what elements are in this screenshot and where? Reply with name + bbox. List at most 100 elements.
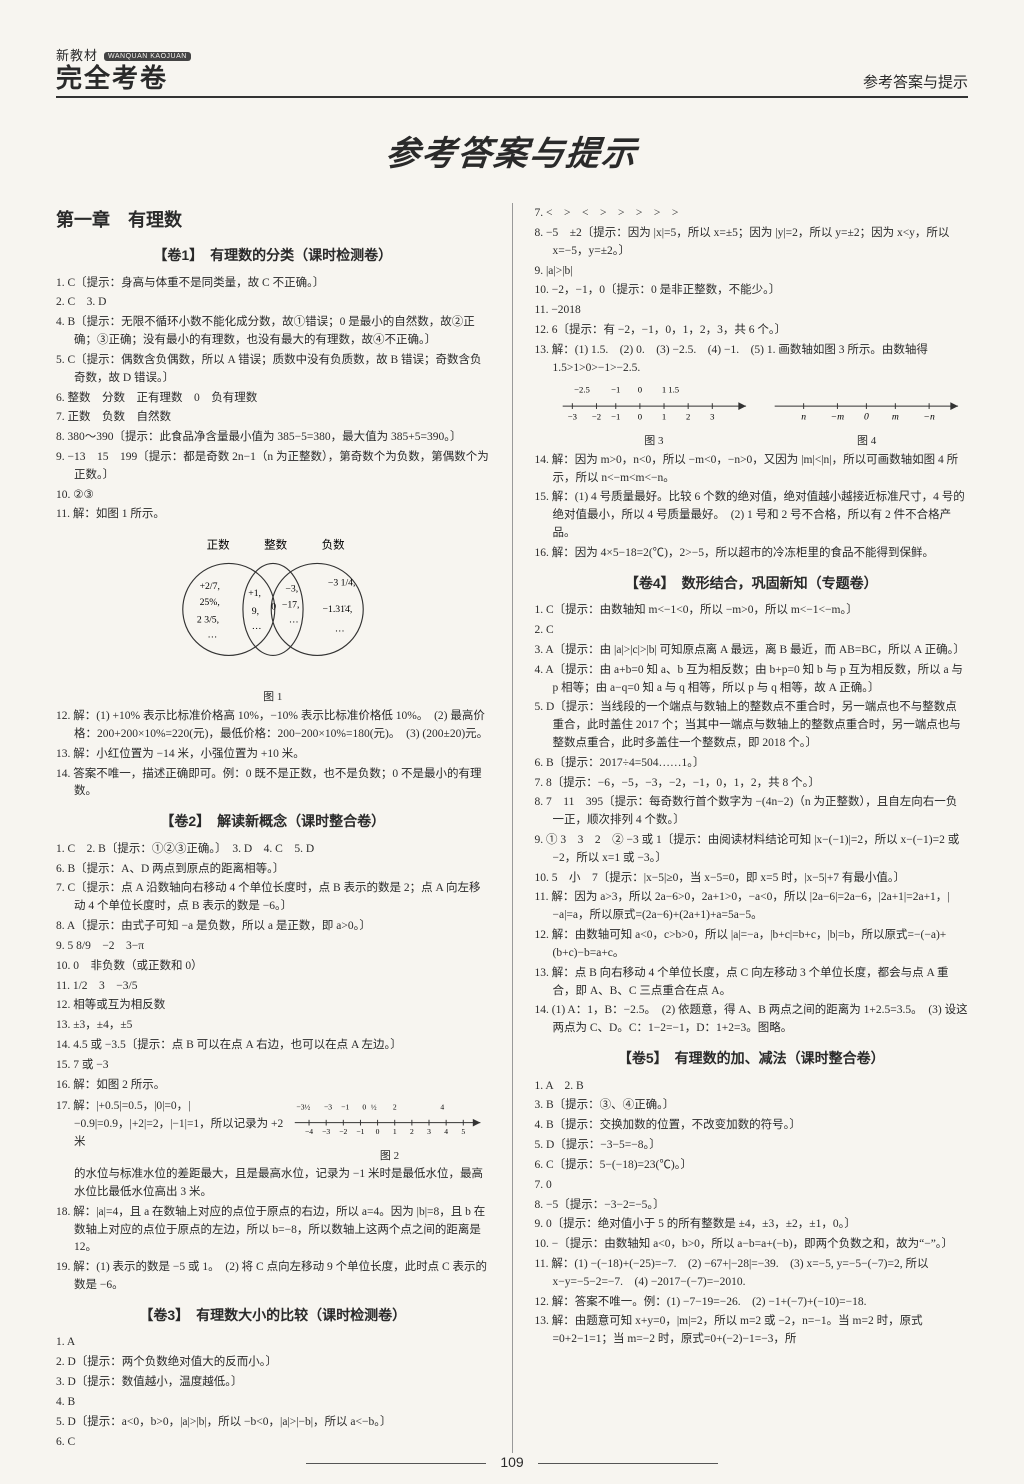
s4-item: 10. 5 小 7〔提示：|x−5|≥0，当 x−5=0，即 x=5 时，|x−… <box>535 870 969 888</box>
s5-item: 13. 解：由题意可知 x+y=0，|m|=2，所以 m=2 或 −2，n=−1… <box>535 1313 969 1349</box>
s3-item: 5. D〔提示：a<0，b>0，|a|>|b|，所以 −b<0，|a|>|−b|… <box>56 1414 490 1432</box>
s1-item: 14. 答案不唯一，描述正确即可。例：0 既不是正数，也不是负数；0 不是最小的… <box>56 766 490 802</box>
s2-item: 14. 4.5 或 −3.5〔提示：点 B 可以在点 A 右边，也可以在点 A … <box>56 1037 490 1055</box>
s2-item: 6. B〔提示：A、D 两点到原点的距离相等。〕 <box>56 861 490 879</box>
numberline-fig2: −3½−3 −10 ½2 4 −4−3 −2−1 01 23 45 <box>290 1096 490 1165</box>
s5-item: 6. C〔提示：5−(−18)=23(℃)。〕 <box>535 1157 969 1175</box>
s4-item: 14. (1) A：1，B：−2.5。 (2) 依题意，得 A、B 两点之间的距… <box>535 1002 969 1038</box>
svg-text:−4: −4 <box>304 1127 312 1136</box>
s3-item: 3. D〔提示：数值越小，温度越低。〕 <box>56 1374 490 1392</box>
s2-item: 16. 解：如图 2 所示。 <box>56 1077 490 1095</box>
svg-text:1: 1 <box>661 385 665 395</box>
svg-text:n: n <box>801 412 806 423</box>
r-item: 13. 解：(1) 1.5. (2) 0. (3) −2.5. (4) −1. … <box>535 342 969 378</box>
s2-item: 15. 7 或 −3 <box>56 1057 490 1075</box>
right-column: 7. < > < > > > > > 8. −5 ±2〔提示：因为 |x|=5，… <box>535 203 969 1453</box>
svg-text:…: … <box>335 624 345 635</box>
s1-item: 6. 整数 分数 正有理数 0 负有理数 <box>56 390 490 408</box>
figure3-caption: 图 3 <box>553 433 756 450</box>
s2-item: 19. 解：(1) 表示的数是 −5 或 1。 (2) 将 C 点向左移动 9 … <box>56 1259 490 1295</box>
svg-text:2: 2 <box>685 412 689 422</box>
s2-item: 11. 1/2 3 −3/5 <box>56 978 490 996</box>
section5-title: 【卷5】 有理数的加、减法（课时整合卷） <box>535 1048 969 1070</box>
header-right: 参考答案与提示 <box>863 71 968 92</box>
svg-text:−1: −1 <box>611 385 620 395</box>
s3-item: 1. A <box>56 1334 490 1352</box>
svg-text:9,: 9, <box>252 606 259 617</box>
s3-item: 6. C <box>56 1434 490 1452</box>
svg-text:0: 0 <box>637 412 641 422</box>
s4-item: 2. C <box>535 622 969 640</box>
r-item: 16. 解：因为 4×5−18=2(℃)，2>−5，所以超市的冷冻柜里的食品不能… <box>535 545 969 563</box>
svg-text:+1,: +1, <box>248 588 261 599</box>
s2-item: 10. 0 非负数（或正数和 0） <box>56 958 490 976</box>
s4-item: 8. 7 11 395〔提示：每奇数行首个数字为 −(4n−2)（n 为正整数）… <box>535 794 969 830</box>
s1-item: 10. ②③ <box>56 487 490 505</box>
s4-item: 12. 解：由数轴可知 a<0，c>b>0，所以 |a|=−a，|b+c|=b+… <box>535 927 969 963</box>
r-item: 15. 解：(1) 4 号质量最好。比较 6 个数的绝对值，绝对值越小越接近标准… <box>535 489 969 542</box>
s5-item: 5. D〔提示：−3−5=−8。〕 <box>535 1137 969 1155</box>
page-footer: 109 <box>0 1454 1024 1470</box>
s2-item: 1. C 2. B〔提示：①②③正确。〕 3. D 4. C 5. D <box>56 841 490 859</box>
svg-text:−1: −1 <box>356 1127 364 1136</box>
section1-title: 【卷1】 有理数的分类（课时检测卷） <box>56 245 490 267</box>
svg-text:1.5: 1.5 <box>668 385 679 395</box>
venn-diagram: 正数 整数 负数 +2/7, 25%, 2 3/5, … +1, 9, … 0 … <box>56 530 490 706</box>
svg-text:−1.31̇4̇,: −1.31̇4̇, <box>322 604 352 615</box>
s5-item: 12. 解：答案不唯一。例：(1) −7−19=−26. (2) −1+(−7)… <box>535 1294 969 1312</box>
s4-item: 13. 解：点 B 向右移动 4 个单位长度，点 C 向左移动 3 个单位长度，… <box>535 965 969 1001</box>
figures-3-4: −2.5−1 01 1.5 −3−2 <box>553 381 969 449</box>
svg-text:4: 4 <box>444 1127 448 1136</box>
s1-item: 2. C 3. D <box>56 294 490 312</box>
s1-item: 4. B〔提示：无限不循环小数不能化成分数，故①错误；0 是最小的自然数，故②正… <box>56 314 490 350</box>
s1-item: 8. 380～390〔提示：此食品净含量最小值为 385−5=380，最大值为 … <box>56 429 490 447</box>
s1-item: 7. 正数 负数 自然数 <box>56 409 490 427</box>
svg-text:4: 4 <box>440 1103 444 1112</box>
s2-item: 的水位与标准水位的差距最大，且是最高水位，记录为 −1 米时是最低水位，最高水位… <box>56 1166 490 1202</box>
svg-text:−3: −3 <box>567 412 576 422</box>
s2-item: 9. 5 8/9 −2 3−π <box>56 938 490 956</box>
s1-item: 9. −13 15 199〔提示：都是奇数 2n−1（n 为正整数），第奇数个为… <box>56 449 490 485</box>
r-item: 9. |a|>|b| <box>535 263 969 281</box>
r-item: 11. −2018 <box>535 302 969 320</box>
svg-text:−3: −3 <box>322 1127 330 1136</box>
svg-text:0: 0 <box>375 1127 379 1136</box>
s3-item: 4. B <box>56 1394 490 1412</box>
figure4-caption: 图 4 <box>765 433 968 450</box>
svg-text:½: ½ <box>370 1103 376 1112</box>
figure2-caption: 图 2 <box>290 1148 490 1165</box>
s1-item: 12. 解：(1) +10% 表示比标准价格高 10%，−10% 表示比标准价格… <box>56 708 490 744</box>
svg-text:−3½: −3½ <box>296 1103 310 1112</box>
s5-item: 8. −5〔提示：−3−2=−5。〕 <box>535 1197 969 1215</box>
svg-text:−1: −1 <box>341 1103 349 1112</box>
svg-text:+2/7,: +2/7, <box>199 581 219 592</box>
section2-title: 【卷2】 解读新概念（课时整合卷） <box>56 811 490 833</box>
s4-item: 1. C〔提示：由数轴知 m<−1<0，所以 −m>0，所以 m<−1<−m。〕 <box>535 602 969 620</box>
s2-item: 17. 解：|+0.5|=0.5，|0|=0，|−0.9|=0.9，|+2|=2… <box>56 1098 284 1151</box>
s4-item: 5. D〔提示：当线段的一个端点与数轴上的整数点不重合时，另一端点也不与整数点重… <box>535 699 969 752</box>
left-column: 第一章 有理数 【卷1】 有理数的分类（课时检测卷） 1. C〔提示：身高与体重… <box>56 203 490 1453</box>
brand: 新教材 WANQUAN KAOJUAN 完全考卷 <box>56 48 191 92</box>
venn-label-pos: 正数 <box>206 538 229 552</box>
s4-item: 6. B〔提示：2017÷4=504……1。〕 <box>535 755 969 773</box>
s4-item: 9. ① 3 3 2 ② −3 或 1〔提示：由阅读材料结论可知 |x−(−1)… <box>535 832 969 868</box>
svg-text:0: 0 <box>271 602 276 613</box>
svg-text:−2.5: −2.5 <box>574 385 590 395</box>
s5-item: 10. −〔提示：由数轴知 a<0，b>0，所以 a−b=a+(−b)，即两个负… <box>535 1236 969 1254</box>
svg-text:−1: −1 <box>611 412 620 422</box>
s2-item: 8. A〔提示：由式子可知 −a 是负数，所以 a 是正数，即 a>0。〕 <box>56 918 490 936</box>
s4-item: 11. 解：因为 a>3，所以 2a−6>0，2a+1>0，−a<0，所以 |2… <box>535 889 969 925</box>
s1-item: 5. C〔提示：偶数含负偶数，所以 A 错误；质数中没有负质数，故 B 错误；奇… <box>56 352 490 388</box>
s4-item: 4. A〔提示：由 a+b=0 知 a、b 互为相反数；由 b+p=0 知 b … <box>535 662 969 698</box>
figure1-caption: 图 1 <box>56 689 490 706</box>
s2-item: 7. C〔提示：点 A 沿数轴向右移动 4 个单位长度时，点 B 表示的数是 2… <box>56 880 490 916</box>
svg-text:−m: −m <box>831 412 845 423</box>
s5-item: 3. B〔提示：③、④正确。〕 <box>535 1097 969 1115</box>
s4-item: 7. 8〔提示：−6，−5，−3，−2，−1，0，1，2，共 8 个。〕 <box>535 775 969 793</box>
s1-item: 11. 解：如图 1 所示。 <box>56 506 490 524</box>
svg-text:−2: −2 <box>339 1127 347 1136</box>
s5-item: 1. A 2. B <box>535 1078 969 1096</box>
svg-text:m: m <box>892 412 899 423</box>
svg-text:…: … <box>289 615 299 626</box>
brand-pinyin: WANQUAN KAOJUAN <box>104 52 191 61</box>
